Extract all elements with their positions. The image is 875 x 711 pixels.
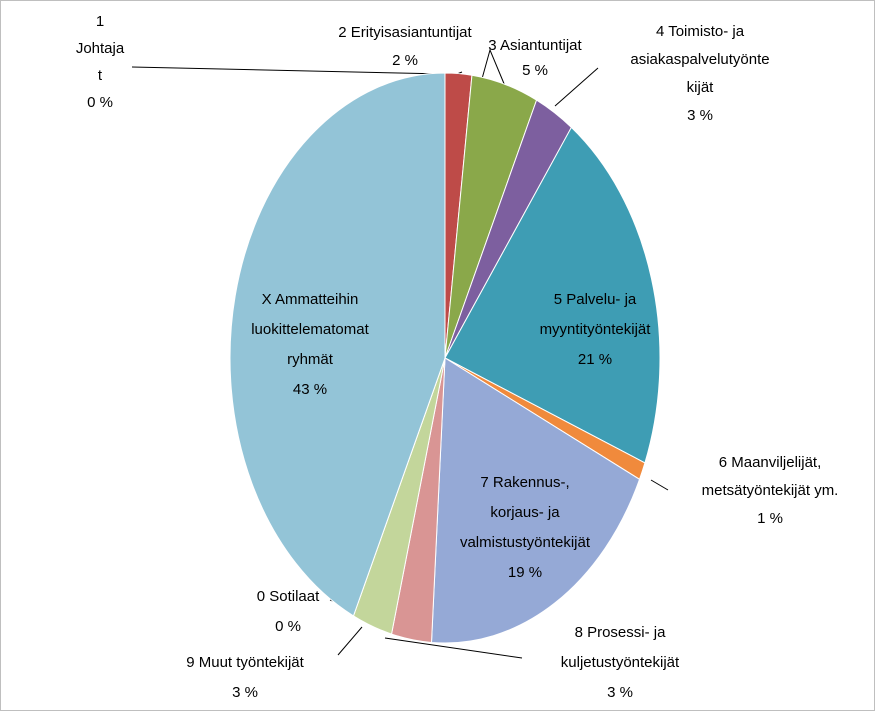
value-label: 5 %: [522, 62, 548, 79]
pie: [229, 72, 661, 644]
slice-label: 7 Rakennus-, korjaus- ja valmistustyönteki…: [460, 474, 591, 551]
pie-slice: [430, 357, 641, 644]
leader-line: [554, 67, 599, 107]
slice-label: 4 Toimisto- ja asiakaspalvelutyönte kijät: [630, 23, 769, 96]
leader-line: [131, 66, 446, 75]
leader-line: [384, 637, 523, 659]
leader-line: [650, 479, 669, 491]
slice-label: 2 Erityisasiantuntijat: [338, 24, 472, 41]
slice-label: X Ammatteihin luokittelematomat ryhmät: [251, 291, 369, 368]
value-label: 2 %: [392, 52, 418, 69]
value-label: 3 %: [232, 684, 258, 701]
slice-label: 0 Sotilaat: [257, 588, 320, 605]
value-label: 19 %: [508, 564, 542, 581]
value-label: 0 %: [275, 618, 301, 635]
pie-slice: [444, 126, 661, 464]
leader-line: [337, 626, 363, 656]
slice-label: 8 Prosessi- ja kuljetustyöntekijät: [561, 624, 680, 671]
value-label: 21 %: [578, 351, 612, 368]
slice-label: 1 Johtaja t: [76, 13, 125, 84]
slice-label: 3 Asiantuntijat: [488, 37, 582, 54]
leader-line: [479, 48, 506, 87]
value-label: 43 %: [293, 381, 327, 398]
value-label: 3 %: [607, 684, 633, 701]
slice-label: 9 Muut työntekijät: [186, 654, 304, 671]
slice-label: 6 Maanviljelijät, metsätyöntekijät ym.: [702, 454, 839, 499]
value-label: 0 %: [87, 94, 113, 111]
value-label: 3 %: [687, 107, 713, 124]
value-label: 1 %: [757, 510, 783, 527]
pie-slice: [229, 72, 446, 617]
slice-label: 5 Palvelu- ja myyntityöntekijät: [540, 291, 652, 338]
